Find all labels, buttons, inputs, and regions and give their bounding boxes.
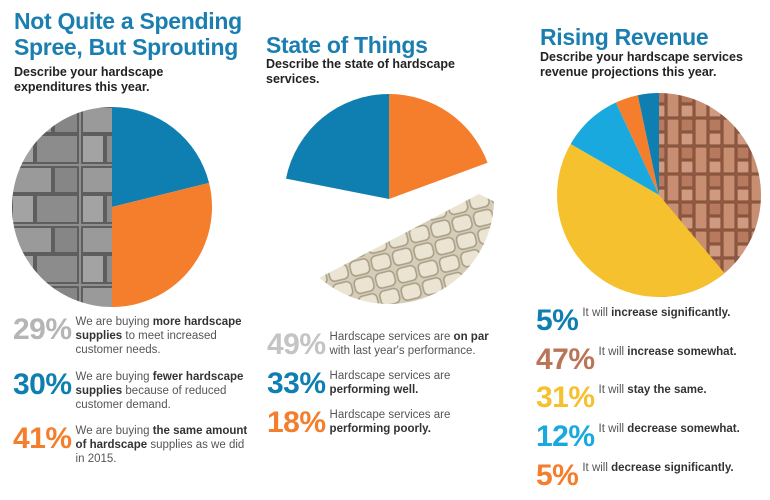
stat-31-pre: It will <box>598 384 628 396</box>
stat-5-dec-bold: decrease significantly. <box>611 462 734 474</box>
stat-29-post: to meet increased customer needs. <box>75 330 217 356</box>
stat-12-pre: It will <box>598 423 628 435</box>
panel-spending: Not Quite a Spending Spree, But Sproutin… <box>0 0 256 500</box>
slice-31-ext <box>659 195 725 297</box>
stat-47-pct: 47% <box>536 343 595 376</box>
stat-41-pct: 41% <box>13 422 72 455</box>
stat-30-pct: 30% <box>13 368 72 401</box>
stat-33-pre: Hardscape services are <box>329 370 451 382</box>
stat-29-pct: 29% <box>13 313 72 346</box>
pie-chart-state <box>284 94 494 304</box>
chart-subtitle: Describe the state of hardscape services… <box>266 57 455 86</box>
stat-33: 33% Hardscape services are performing we… <box>267 367 508 400</box>
photo-pavers <box>284 194 494 304</box>
stat-47-bold: increase somewhat. <box>627 346 737 358</box>
stat-47-pre: It will <box>598 346 628 358</box>
stat-29: 29% We are buying more hardscape supplie… <box>13 313 254 357</box>
stat-18-bold: performing poorly. <box>329 423 431 435</box>
slice-30 <box>112 107 210 207</box>
stat-12-bold: decrease somewhat. <box>627 423 740 435</box>
stat-5-inc-pct: 5% <box>536 304 579 337</box>
stat-41-pre: We are buying <box>75 425 153 437</box>
slice-5-inc <box>637 93 659 195</box>
slice-41 <box>112 182 213 307</box>
stat-18: 18% Hardscape services are performing po… <box>267 406 508 439</box>
pie-chart-revenue <box>557 93 761 297</box>
stat-5-dec-pct: 5% <box>536 459 579 492</box>
stat-41-bold: the same amount of hardscape <box>75 425 248 451</box>
stat-29-pre: We are buying <box>75 316 153 328</box>
panel-revenue: Rising Revenue Describe your hardscape s… <box>526 0 770 500</box>
stat-30: 30% We are buying fewer hardscape suppli… <box>13 368 254 412</box>
stat-30-post: because of reduced customer demand. <box>75 385 227 411</box>
panel-state: State of Things Describe the state of ha… <box>262 0 518 500</box>
slice-18 <box>389 94 488 199</box>
chart-title: Not Quite a Spending Spree, But Sproutin… <box>14 8 242 60</box>
stat-49-post: with last year's performance. <box>329 345 476 357</box>
stat-31: 31% It will stay the same. <box>536 383 770 413</box>
slice-31 <box>557 144 659 297</box>
stat-30-bold: fewer hardscape supplies <box>75 371 244 397</box>
slice-5-dec <box>615 95 659 195</box>
stat-12-pct: 12% <box>536 420 595 453</box>
stat-49-pre: Hardscape services are <box>329 331 454 343</box>
stat-31-bold: stay the same. <box>627 384 707 396</box>
stat-41: 41% We are buying the same amount of har… <box>13 422 254 466</box>
photo-half-stone <box>12 107 112 307</box>
stat-18-pre: Hardscape services are <box>329 409 451 421</box>
stat-29-bold: more hardscape supplies <box>75 316 242 342</box>
stat-5-inc-bold: increase significantly. <box>611 307 731 319</box>
chart-subtitle: Describe your hardscape services revenue… <box>540 50 743 79</box>
stat-41-post: supplies as we did in 2015. <box>75 439 245 465</box>
stat-5-inc: 5% It will increase significantly. <box>536 306 770 336</box>
stat-47: 47% It will increase somewhat. <box>536 345 770 375</box>
chart-title: Rising Revenue <box>540 24 709 50</box>
stat-12: 12% It will decrease somewhat. <box>536 422 770 452</box>
stat-49-bold: on par <box>453 331 489 343</box>
chart-subtitle: Describe your hardscape expenditures thi… <box>14 65 164 94</box>
stat-5-dec-pre: It will <box>582 462 612 474</box>
stat-49: 49% Hardscape services are on par with l… <box>267 328 508 361</box>
stat-30-pre: We are buying <box>75 371 153 383</box>
slice-33 <box>285 94 389 199</box>
stat-18-pct: 18% <box>267 406 326 439</box>
stat-5-dec: 5% It will decrease significantly. <box>536 461 770 491</box>
slice-12 <box>570 102 659 195</box>
stat-33-bold: performing well. <box>329 384 419 396</box>
stat-5-inc-pre: It will <box>582 307 612 319</box>
stat-33-pct: 33% <box>267 367 326 400</box>
stat-49-pct: 49% <box>267 328 326 361</box>
pie-chart-spending <box>12 107 213 307</box>
chart-title: State of Things <box>266 32 428 58</box>
stat-31-pct: 31% <box>536 381 595 414</box>
